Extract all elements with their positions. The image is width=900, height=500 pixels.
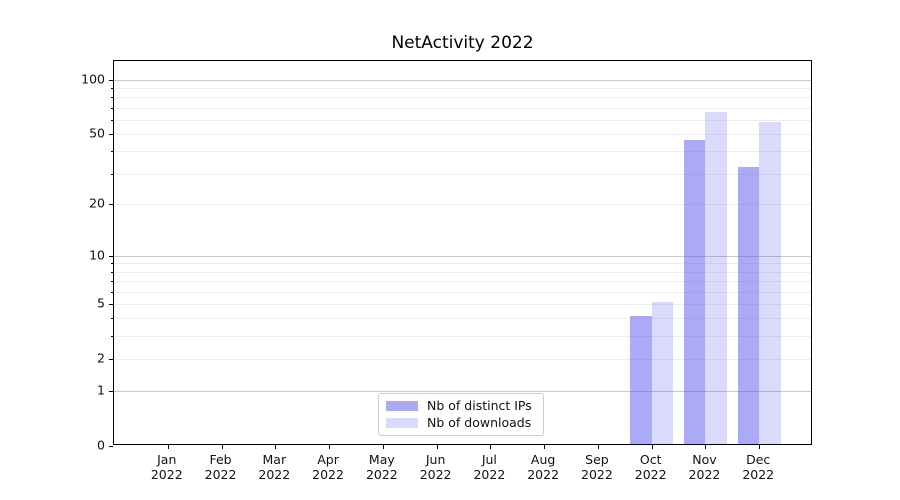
y-gridline-minor <box>114 119 811 121</box>
y-gridline-minor <box>114 271 811 273</box>
x-tick-label: Feb 2022 <box>204 452 237 482</box>
x-tick-label: May 2022 <box>365 452 398 482</box>
y-gridline-minor <box>114 151 811 153</box>
bar-nov-ips <box>684 140 706 444</box>
y-gridline-major <box>114 255 811 257</box>
y-gridline-minor <box>114 291 811 293</box>
chart-title: NetActivity 2022 <box>391 33 534 53</box>
x-tick-label: Jun 2022 <box>419 452 452 482</box>
bar-nov-downloads <box>705 111 727 444</box>
x-tick-label: Sep 2022 <box>581 452 613 482</box>
y-tick <box>109 255 113 257</box>
y-tick <box>109 204 113 206</box>
x-tick <box>759 445 761 449</box>
y-minor-tick <box>110 88 113 90</box>
y-gridline-minor <box>114 88 811 90</box>
bar-dec-ips <box>737 166 760 444</box>
y-tick-label: 1 <box>97 382 105 398</box>
y-tick-label: 50 <box>89 125 105 141</box>
y-gridline-minor <box>114 173 811 175</box>
y-gridline-minor <box>114 281 811 282</box>
y-tick-label: 10 <box>89 247 105 263</box>
y-minor-tick <box>110 107 113 109</box>
y-tick-label: 100 <box>81 71 105 87</box>
x-tick-label: Dec 2022 <box>742 452 775 482</box>
y-gridline-minor <box>114 358 811 360</box>
x-tick <box>544 445 546 449</box>
y-tick-label: 2 <box>97 350 105 366</box>
y-minor-tick <box>110 263 113 265</box>
plot-area <box>109 60 812 449</box>
legend-item-downloads: Nb of downloads <box>386 414 543 430</box>
x-tick <box>221 445 223 449</box>
x-tick <box>382 445 384 449</box>
legend: Nb of distinct IPs Nb of downloads <box>378 393 544 436</box>
x-tick-label: Nov 2022 <box>688 452 721 482</box>
legend-label-distinct-ips: Nb of distinct IPs <box>427 398 532 413</box>
x-tick <box>651 445 653 449</box>
y-gridline-minor <box>114 204 811 206</box>
x-tick <box>597 445 599 449</box>
x-tick <box>490 445 492 449</box>
y-minor-tick <box>110 173 113 175</box>
y-gridline-minor <box>114 263 811 265</box>
x-tick-label: Apr 2022 <box>312 452 344 482</box>
y-gridline-minor <box>114 107 811 109</box>
y-tick-label: 0 <box>97 437 105 453</box>
x-tick-label: Oct 2022 <box>634 452 667 482</box>
legend-swatch-distinct-ips <box>386 401 418 412</box>
y-tick <box>109 391 113 392</box>
x-tick <box>436 445 438 449</box>
bar-dec-downloads <box>759 121 781 444</box>
legend-swatch-downloads <box>386 417 418 428</box>
x-tick-label: Aug 2022 <box>527 452 560 482</box>
y-minor-tick <box>110 318 113 320</box>
x-tick-label: Jan 2022 <box>150 452 183 482</box>
y-gridline-minor <box>114 134 811 136</box>
y-gridline-minor <box>114 303 811 305</box>
y-tick <box>109 79 113 81</box>
y-minor-tick <box>110 291 113 293</box>
y-tick <box>109 358 113 360</box>
y-tick-label: 5 <box>97 295 105 311</box>
x-tick <box>705 445 707 449</box>
y-tick-label: 20 <box>89 195 105 211</box>
bar-oct-ips <box>630 316 652 444</box>
x-tick-label: Mar 2022 <box>258 452 291 482</box>
y-minor-tick <box>110 271 113 273</box>
y-minor-tick <box>110 336 113 337</box>
legend-item-distinct-ips: Nb of distinct IPs <box>386 398 543 413</box>
y-minor-tick <box>110 119 113 121</box>
y-tick <box>109 134 113 136</box>
y-gridline-major <box>114 391 811 392</box>
y-gridline-minor <box>114 336 811 337</box>
y-gridline-major <box>114 79 811 81</box>
y-minor-tick <box>110 281 113 282</box>
x-tick <box>329 445 331 449</box>
y-minor-tick <box>110 97 113 99</box>
y-gridline-minor <box>114 97 811 99</box>
bar-oct-downloads <box>651 301 674 444</box>
legend-label-downloads: Nb of downloads <box>427 414 532 430</box>
y-gridline-minor <box>114 318 811 320</box>
y-tick <box>109 303 113 305</box>
x-tick <box>167 445 169 449</box>
x-tick-label: Jul 2022 <box>473 452 506 482</box>
x-tick <box>275 445 277 449</box>
y-minor-tick <box>110 151 113 153</box>
y-tick <box>109 446 113 447</box>
